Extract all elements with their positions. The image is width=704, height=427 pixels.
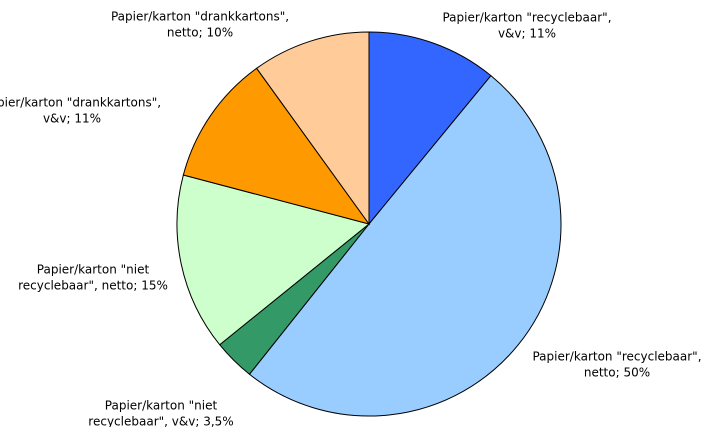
slice-label: v&v; 11% bbox=[498, 27, 556, 41]
slice-label: netto; 50% bbox=[584, 366, 650, 380]
slice-label: Papier/karton "niet bbox=[105, 399, 218, 413]
slice-label: recyclebaar", v&v; 3,5% bbox=[88, 415, 233, 427]
pie-slice bbox=[182, 67, 371, 225]
slice-label: v&v; 11% bbox=[43, 112, 101, 126]
slice-label: netto; 10% bbox=[167, 26, 233, 40]
pie-slice bbox=[368, 31, 492, 226]
slice-label: Papier/karton "recyclebaar", bbox=[442, 11, 611, 25]
pie-slice bbox=[248, 74, 562, 417]
slice-label: Papier/karton "niet bbox=[37, 263, 150, 277]
slice-label: Papier/karton "recyclebaar", bbox=[532, 350, 701, 364]
slice-label: recyclebaar", netto; 15% bbox=[18, 279, 168, 293]
slice-label: Papier/karton "drankkartons", bbox=[111, 10, 289, 24]
pie-slice bbox=[255, 31, 370, 226]
pie-slice bbox=[176, 174, 371, 346]
slice-label: Papier/karton "drankkartons", bbox=[0, 96, 161, 110]
